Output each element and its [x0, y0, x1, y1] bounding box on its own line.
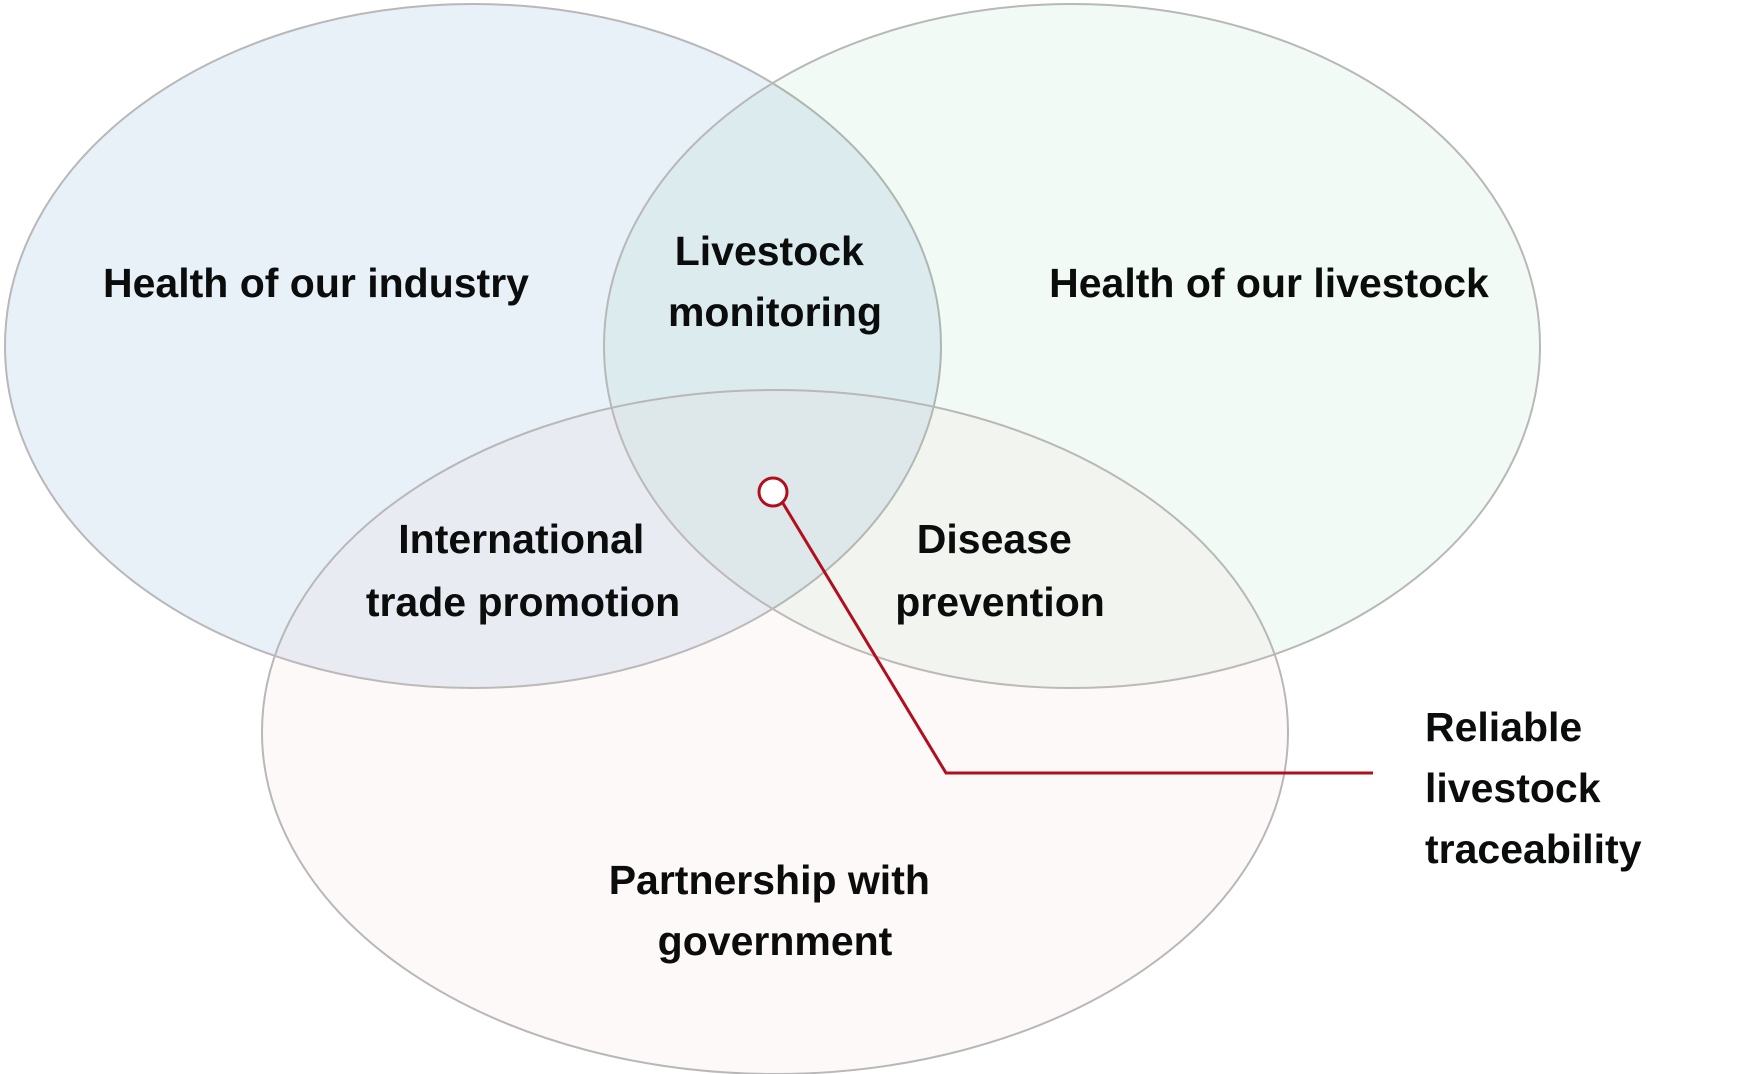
set-label-government-line-2: government	[658, 918, 893, 964]
set-label-industry: Health of our industry	[103, 260, 529, 306]
intersection-label-disease-prevention: Disease prevention	[895, 516, 1105, 625]
callout-marker	[757, 476, 789, 508]
set-circle-government	[261, 389, 1289, 1074]
set-label-government-line-1: Partnership with	[609, 857, 930, 903]
set-label-government: Partnership with government	[609, 857, 942, 964]
set-circle-livestock	[603, 3, 1541, 689]
set-circle-industry	[4, 3, 942, 689]
intersection-label-international-trade: International trade promotion	[366, 516, 680, 625]
intersection-label-livestock-monitoring: Livestock monitoring	[668, 228, 882, 335]
set-label-livestock: Health of our livestock	[1049, 260, 1489, 306]
callout-line	[779, 499, 1373, 775]
callout-label: Reliable livestock traceability	[1425, 704, 1642, 872]
